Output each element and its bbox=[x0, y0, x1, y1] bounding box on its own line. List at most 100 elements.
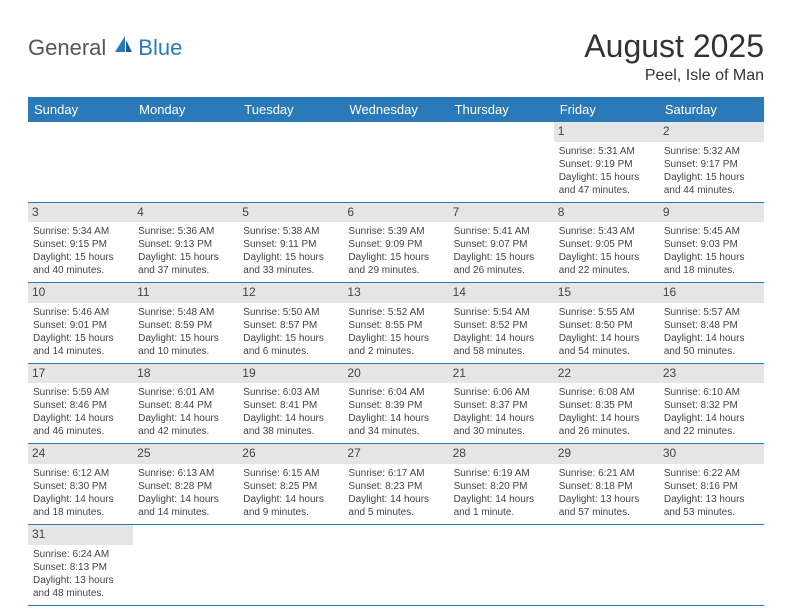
cell-text: Daylight: 13 hours bbox=[664, 493, 759, 506]
cell-text: Sunrise: 6:08 AM bbox=[559, 386, 654, 399]
calendar-cell: 31Sunrise: 6:24 AMSunset: 8:13 PMDayligh… bbox=[28, 524, 133, 605]
cell-text: Sunset: 8:16 PM bbox=[664, 480, 759, 493]
cell-text: Daylight: 14 hours bbox=[664, 332, 759, 345]
calendar-cell: 1Sunrise: 5:31 AMSunset: 9:19 PMDaylight… bbox=[554, 122, 659, 202]
cell-text: Daylight: 14 hours bbox=[559, 412, 654, 425]
cell-text: Daylight: 14 hours bbox=[138, 412, 233, 425]
cell-text: Sunrise: 5:32 AM bbox=[664, 145, 759, 158]
cell-text: Sunset: 8:18 PM bbox=[559, 480, 654, 493]
calendar-cell: 10Sunrise: 5:46 AMSunset: 9:01 PMDayligh… bbox=[28, 283, 133, 364]
cell-text: Sunrise: 5:41 AM bbox=[454, 225, 549, 238]
calendar-cell: 4Sunrise: 5:36 AMSunset: 9:13 PMDaylight… bbox=[133, 202, 238, 283]
cell-text: Sunset: 8:25 PM bbox=[243, 480, 338, 493]
cell-text: Sunrise: 5:34 AM bbox=[33, 225, 128, 238]
day-number: 14 bbox=[449, 283, 554, 303]
day-number: 20 bbox=[343, 364, 448, 384]
cell-text: Daylight: 14 hours bbox=[243, 412, 338, 425]
day-number: 3 bbox=[28, 203, 133, 223]
calendar-cell: 29Sunrise: 6:21 AMSunset: 8:18 PMDayligh… bbox=[554, 444, 659, 525]
calendar-cell: 6Sunrise: 5:39 AMSunset: 9:09 PMDaylight… bbox=[343, 202, 448, 283]
cell-text: Sunset: 8:52 PM bbox=[454, 319, 549, 332]
cell-text: and 5 minutes. bbox=[348, 506, 443, 519]
cell-text: and 48 minutes. bbox=[33, 587, 128, 600]
day-number: 24 bbox=[28, 444, 133, 464]
cell-text: Sunrise: 5:52 AM bbox=[348, 306, 443, 319]
cell-text: and 47 minutes. bbox=[559, 184, 654, 197]
day-header: Sunday bbox=[28, 97, 133, 122]
cell-text: Sunrise: 6:17 AM bbox=[348, 467, 443, 480]
cell-text: Daylight: 14 hours bbox=[664, 412, 759, 425]
cell-text: Daylight: 14 hours bbox=[348, 412, 443, 425]
cell-text: Sunset: 9:17 PM bbox=[664, 158, 759, 171]
cell-text: Daylight: 15 hours bbox=[348, 332, 443, 345]
calendar-cell bbox=[133, 524, 238, 605]
cell-text: and 14 minutes. bbox=[138, 506, 233, 519]
calendar-header-row: SundayMondayTuesdayWednesdayThursdayFrid… bbox=[28, 97, 764, 122]
cell-text: and 46 minutes. bbox=[33, 425, 128, 438]
calendar-week-row: 24Sunrise: 6:12 AMSunset: 8:30 PMDayligh… bbox=[28, 444, 764, 525]
cell-text: Sunset: 8:28 PM bbox=[138, 480, 233, 493]
cell-text: and 22 minutes. bbox=[559, 264, 654, 277]
calendar-cell: 23Sunrise: 6:10 AMSunset: 8:32 PMDayligh… bbox=[659, 363, 764, 444]
cell-text: Sunrise: 6:19 AM bbox=[454, 467, 549, 480]
calendar-week-row: 31Sunrise: 6:24 AMSunset: 8:13 PMDayligh… bbox=[28, 524, 764, 605]
header: General Blue August 2025 Peel, Isle of M… bbox=[28, 28, 764, 85]
page-subtitle: Peel, Isle of Man bbox=[584, 67, 764, 85]
cell-text: Daylight: 14 hours bbox=[348, 493, 443, 506]
cell-text: Daylight: 14 hours bbox=[33, 493, 128, 506]
calendar-cell: 16Sunrise: 5:57 AMSunset: 8:48 PMDayligh… bbox=[659, 283, 764, 364]
calendar-cell: 7Sunrise: 5:41 AMSunset: 9:07 PMDaylight… bbox=[449, 202, 554, 283]
calendar-cell bbox=[343, 122, 448, 202]
day-number: 11 bbox=[133, 283, 238, 303]
cell-text: and 40 minutes. bbox=[33, 264, 128, 277]
logo: General Blue bbox=[28, 34, 182, 61]
cell-text: and 10 minutes. bbox=[138, 345, 233, 358]
cell-text: and 42 minutes. bbox=[138, 425, 233, 438]
cell-text: and 18 minutes. bbox=[664, 264, 759, 277]
cell-text: Daylight: 15 hours bbox=[559, 171, 654, 184]
day-number: 30 bbox=[659, 444, 764, 464]
cell-text: and 53 minutes. bbox=[664, 506, 759, 519]
cell-text: and 2 minutes. bbox=[348, 345, 443, 358]
cell-text: Sunset: 8:23 PM bbox=[348, 480, 443, 493]
cell-text: Daylight: 14 hours bbox=[33, 412, 128, 425]
day-number: 31 bbox=[28, 525, 133, 545]
cell-text: Sunset: 8:50 PM bbox=[559, 319, 654, 332]
day-number: 6 bbox=[343, 203, 448, 223]
logo-text-blue: Blue bbox=[138, 35, 182, 61]
calendar-cell bbox=[238, 122, 343, 202]
day-number: 2 bbox=[659, 122, 764, 142]
calendar-cell bbox=[343, 524, 448, 605]
cell-text: Sunset: 8:48 PM bbox=[664, 319, 759, 332]
cell-text: Sunrise: 5:57 AM bbox=[664, 306, 759, 319]
cell-text: Sunrise: 5:55 AM bbox=[559, 306, 654, 319]
day-number: 9 bbox=[659, 203, 764, 223]
calendar-cell: 20Sunrise: 6:04 AMSunset: 8:39 PMDayligh… bbox=[343, 363, 448, 444]
cell-text: and 50 minutes. bbox=[664, 345, 759, 358]
calendar-week-row: 3Sunrise: 5:34 AMSunset: 9:15 PMDaylight… bbox=[28, 202, 764, 283]
cell-text: Sunrise: 5:54 AM bbox=[454, 306, 549, 319]
cell-text: Sunset: 8:32 PM bbox=[664, 399, 759, 412]
calendar-week-row: 10Sunrise: 5:46 AMSunset: 9:01 PMDayligh… bbox=[28, 283, 764, 364]
cell-text: Sunrise: 6:03 AM bbox=[243, 386, 338, 399]
cell-text: and 34 minutes. bbox=[348, 425, 443, 438]
day-header: Saturday bbox=[659, 97, 764, 122]
cell-text: Sunset: 8:55 PM bbox=[348, 319, 443, 332]
cell-text: Sunset: 9:05 PM bbox=[559, 238, 654, 251]
day-number: 7 bbox=[449, 203, 554, 223]
calendar-cell: 22Sunrise: 6:08 AMSunset: 8:35 PMDayligh… bbox=[554, 363, 659, 444]
cell-text: Sunrise: 6:12 AM bbox=[33, 467, 128, 480]
cell-text: Sunset: 8:13 PM bbox=[33, 561, 128, 574]
cell-text: Sunset: 9:15 PM bbox=[33, 238, 128, 251]
calendar-cell: 5Sunrise: 5:38 AMSunset: 9:11 PMDaylight… bbox=[238, 202, 343, 283]
cell-text: Sunset: 9:13 PM bbox=[138, 238, 233, 251]
cell-text: and 54 minutes. bbox=[559, 345, 654, 358]
cell-text: Sunrise: 5:31 AM bbox=[559, 145, 654, 158]
calendar-cell: 24Sunrise: 6:12 AMSunset: 8:30 PMDayligh… bbox=[28, 444, 133, 525]
cell-text: Sunset: 8:39 PM bbox=[348, 399, 443, 412]
calendar-cell bbox=[449, 524, 554, 605]
cell-text: Sunset: 8:59 PM bbox=[138, 319, 233, 332]
day-number: 5 bbox=[238, 203, 343, 223]
cell-text: Sunrise: 5:59 AM bbox=[33, 386, 128, 399]
cell-text: Sunset: 9:07 PM bbox=[454, 238, 549, 251]
